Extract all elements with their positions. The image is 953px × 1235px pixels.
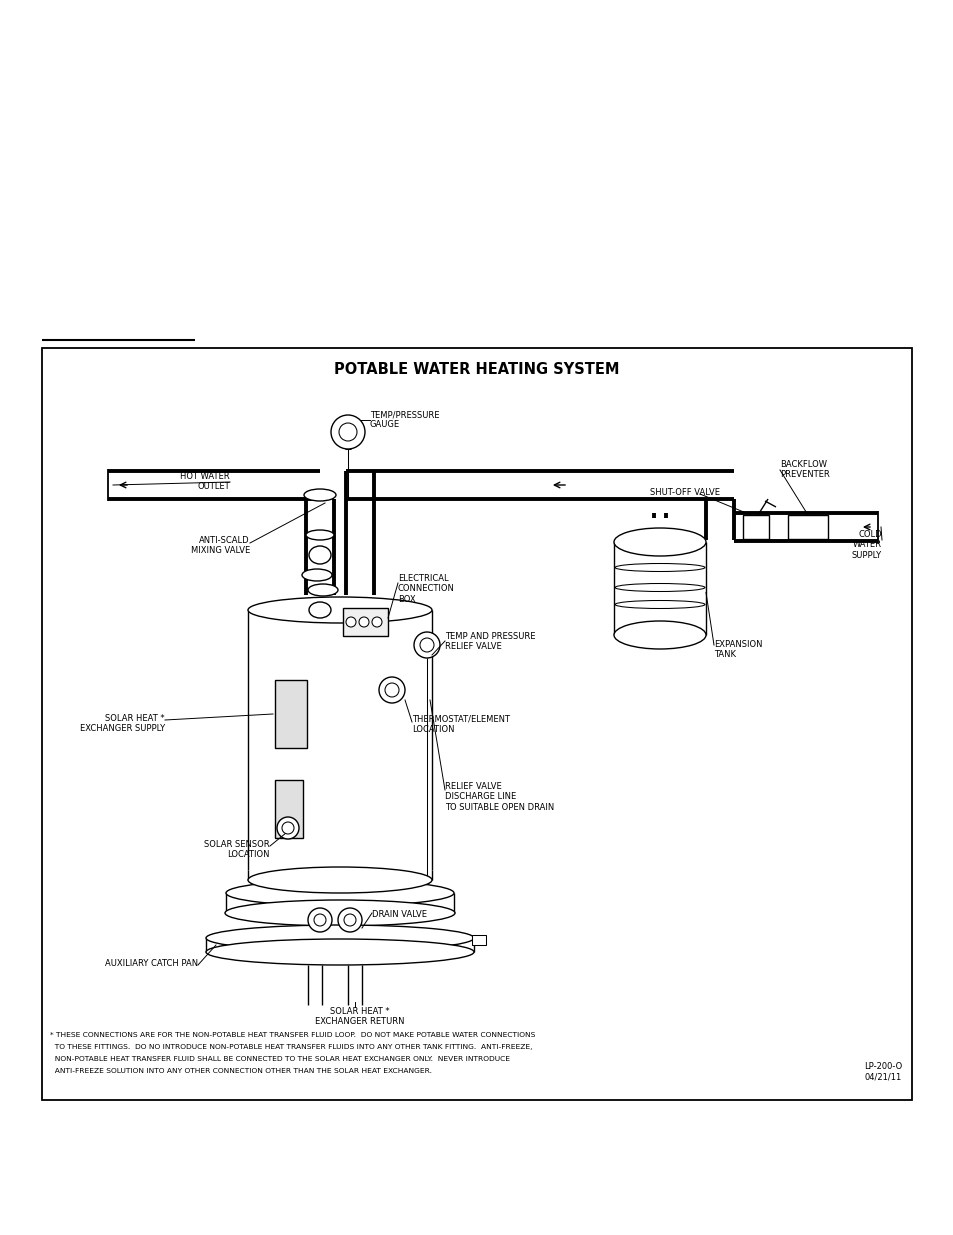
Circle shape: [314, 914, 326, 926]
Ellipse shape: [306, 530, 334, 540]
Ellipse shape: [206, 925, 474, 951]
Circle shape: [276, 818, 298, 839]
Text: BACKFLOW
PREVENTER: BACKFLOW PREVENTER: [780, 459, 829, 479]
Ellipse shape: [302, 569, 332, 580]
Circle shape: [282, 823, 294, 834]
Circle shape: [344, 914, 355, 926]
Ellipse shape: [248, 597, 432, 622]
Text: ANTI-FREEZE SOLUTION INTO ANY OTHER CONNECTION OTHER THAN THE SOLAR HEAT EXCHANG: ANTI-FREEZE SOLUTION INTO ANY OTHER CONN…: [50, 1068, 432, 1074]
Text: HOT WATER
OUTLET: HOT WATER OUTLET: [180, 472, 230, 492]
Bar: [343, 608, 388, 636]
Circle shape: [337, 908, 361, 932]
Text: SOLAR HEAT *
EXCHANGER RETURN: SOLAR HEAT * EXCHANGER RETURN: [314, 1007, 404, 1026]
Bar: [274, 680, 307, 748]
Circle shape: [414, 632, 439, 658]
Text: SOLAR SENSOR
LOCATION: SOLAR SENSOR LOCATION: [204, 840, 270, 860]
Bar: [42, 348, 911, 1100]
Circle shape: [385, 683, 398, 697]
Text: AUXILIARY CATCH PAN: AUXILIARY CATCH PAN: [105, 960, 198, 968]
Ellipse shape: [309, 546, 331, 564]
Ellipse shape: [304, 489, 335, 501]
Text: SHUT-OFF VALVE: SHUT-OFF VALVE: [649, 488, 720, 496]
Circle shape: [419, 638, 434, 652]
Ellipse shape: [226, 881, 454, 906]
Text: DRAIN VALVE: DRAIN VALVE: [372, 910, 427, 919]
Circle shape: [308, 908, 332, 932]
Circle shape: [378, 677, 405, 703]
Ellipse shape: [614, 529, 705, 556]
Ellipse shape: [614, 621, 705, 650]
Text: THERMOSTAT/ELEMENT
LOCATION: THERMOSTAT/ELEMENT LOCATION: [412, 715, 510, 735]
Circle shape: [346, 618, 355, 627]
Text: ANTI-SCALD
MIXING VALVE: ANTI-SCALD MIXING VALVE: [191, 536, 250, 556]
Ellipse shape: [225, 900, 455, 926]
Ellipse shape: [308, 584, 337, 597]
Text: EXPANSION
TANK: EXPANSION TANK: [713, 640, 761, 659]
Text: TO THESE FITTINGS.  DO NO INTRODUCE NON-POTABLE HEAT TRANSFER FLUIDS INTO ANY OT: TO THESE FITTINGS. DO NO INTRODUCE NON-P…: [50, 1044, 532, 1050]
Circle shape: [372, 618, 381, 627]
Ellipse shape: [206, 939, 474, 965]
Text: NON-POTABLE HEAT TRANSFER FLUID SHALL BE CONNECTED TO THE SOLAR HEAT EXCHANGER O: NON-POTABLE HEAT TRANSFER FLUID SHALL BE…: [50, 1056, 510, 1062]
Ellipse shape: [309, 601, 331, 618]
Text: POTABLE WATER HEATING SYSTEM: POTABLE WATER HEATING SYSTEM: [334, 363, 619, 378]
Circle shape: [338, 424, 356, 441]
Bar: [274, 781, 303, 839]
Text: TEMP AND PRESSURE
RELIEF VALVE: TEMP AND PRESSURE RELIEF VALVE: [444, 632, 535, 651]
Text: COLD
WATER
SUPPLY: COLD WATER SUPPLY: [851, 530, 882, 559]
Ellipse shape: [248, 867, 432, 893]
Text: ELECTRICAL
CONNECTION
BOX: ELECTRICAL CONNECTION BOX: [397, 574, 455, 604]
Bar: [472, 935, 485, 945]
Circle shape: [358, 618, 369, 627]
Bar: [787, 515, 827, 538]
Circle shape: [331, 415, 365, 450]
Text: SOLAR HEAT *
EXCHANGER SUPPLY: SOLAR HEAT * EXCHANGER SUPPLY: [80, 714, 165, 734]
Text: LP-200-O
04/21/11: LP-200-O 04/21/11: [862, 1062, 901, 1082]
Text: * THESE CONNECTIONS ARE FOR THE NON-POTABLE HEAT TRANSFER FLUID LOOP.  DO NOT MA: * THESE CONNECTIONS ARE FOR THE NON-POTA…: [50, 1032, 535, 1037]
Text: TEMP/PRESSURE
GAUGE: TEMP/PRESSURE GAUGE: [370, 410, 439, 430]
Bar: [742, 515, 768, 538]
Text: RELIEF VALVE
DISCHARGE LINE
TO SUITABLE OPEN DRAIN: RELIEF VALVE DISCHARGE LINE TO SUITABLE …: [444, 782, 554, 811]
